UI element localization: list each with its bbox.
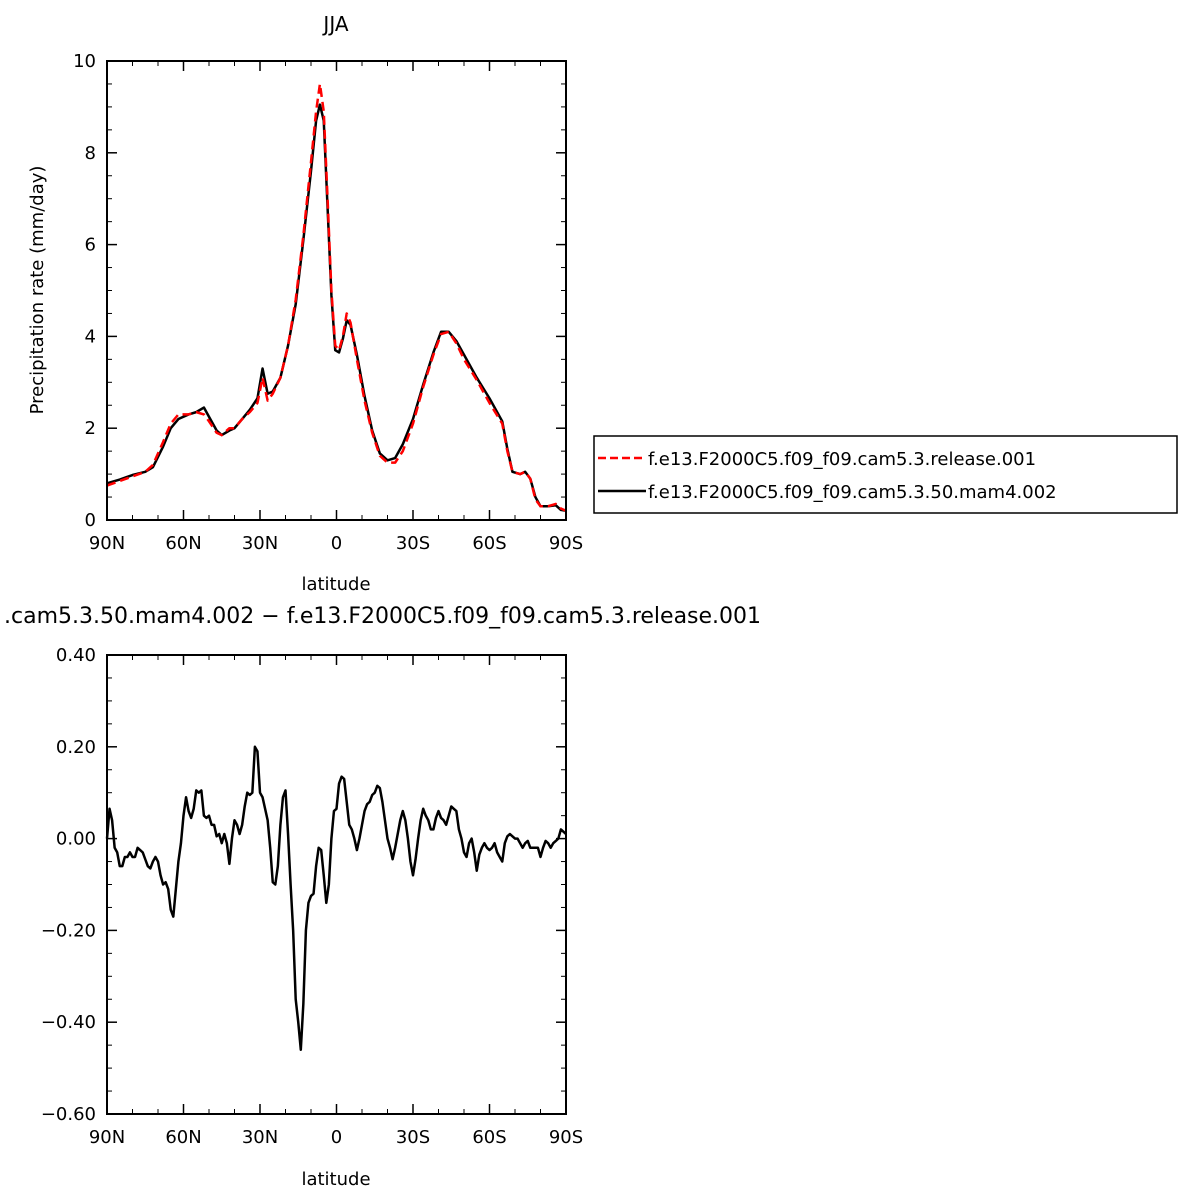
bottom-y-tick-label: 0.20 xyxy=(56,737,96,758)
bottom-y-tick-label: −0.20 xyxy=(41,920,96,941)
top-chart-ylabel: Precipitation rate (mm/day) xyxy=(27,166,48,415)
bottom-series-line-0 xyxy=(105,745,567,1051)
top-x-tick-label: 60S xyxy=(472,533,506,554)
bottom-ticks: 90N 60N 30N 0 30S 60S 90S −0.60 −0.40 −0.20 0.00 0.… xyxy=(41,645,583,1148)
bottom-y-tick-label: −0.60 xyxy=(41,1104,96,1125)
top-y-tick-label: 8 xyxy=(85,143,96,164)
top-y-tick-label: 2 xyxy=(85,418,96,439)
top-y-tick-label: 4 xyxy=(85,326,96,347)
legend-label-mam4: f.e13.F2000C5.f09_f09.cam5.3.50.mam4.002 xyxy=(648,482,1057,503)
top-x-tick-label: 90N xyxy=(89,533,125,554)
top-y-tick-label: 6 xyxy=(85,235,96,256)
top-x-tick-label: 60N xyxy=(165,533,201,554)
bottom-x-tick-label: 90N xyxy=(89,1127,125,1148)
top-ticks: 90N 60N 30N 0 30S 60S 90S 0 2 4 6 8 10 xyxy=(73,51,583,554)
legend-label-release: f.e13.F2000C5.f09_f09.cam5.3.release.001 xyxy=(648,449,1036,470)
legend: f.e13.F2000C5.f09_f09.cam5.3.release.001… xyxy=(593,435,1178,514)
bottom-x-tick-label: 30S xyxy=(396,1127,430,1148)
top-y-tick-label: 10 xyxy=(73,51,96,72)
bottom-plot-frame xyxy=(106,654,567,1115)
top-series-line-0 xyxy=(106,82,567,512)
top-plot-frame xyxy=(106,60,567,521)
top-series-line-1 xyxy=(106,103,567,513)
top-chart-title: JJA xyxy=(321,12,348,36)
bottom-x-tick-label: 60S xyxy=(472,1127,506,1148)
top-y-tick-label: 0 xyxy=(85,510,96,531)
top-chart-xlabel: latitude xyxy=(301,574,370,595)
bottom-chart-title: .cam5.3.50.mam4.002 − f.e13.F2000C5.f09_… xyxy=(4,604,761,629)
top-x-tick-label: 30N xyxy=(242,533,278,554)
legend-box xyxy=(593,435,1178,514)
bottom-x-tick-label: 0 xyxy=(331,1127,342,1148)
bottom-chart-xlabel: latitude xyxy=(301,1169,370,1190)
precip-chart: JJA Precipitation rate (mm/day) latitude… xyxy=(27,12,583,595)
bottom-x-tick-label: 60N xyxy=(165,1127,201,1148)
difference-chart: .cam5.3.50.mam4.002 − f.e13.F2000C5.f09_… xyxy=(4,604,761,1190)
bottom-series-lines xyxy=(105,745,567,1051)
bottom-x-tick-label: 90S xyxy=(549,1127,583,1148)
bottom-y-tick-label: 0.40 xyxy=(56,645,96,666)
top-x-tick-label: 30S xyxy=(396,533,430,554)
top-x-tick-label: 0 xyxy=(331,533,342,554)
bottom-y-tick-label: 0.00 xyxy=(56,829,96,850)
bottom-x-tick-label: 30N xyxy=(242,1127,278,1148)
top-x-tick-label: 90S xyxy=(549,533,583,554)
top-series-lines xyxy=(106,82,567,513)
bottom-y-tick-label: −0.40 xyxy=(41,1012,96,1033)
